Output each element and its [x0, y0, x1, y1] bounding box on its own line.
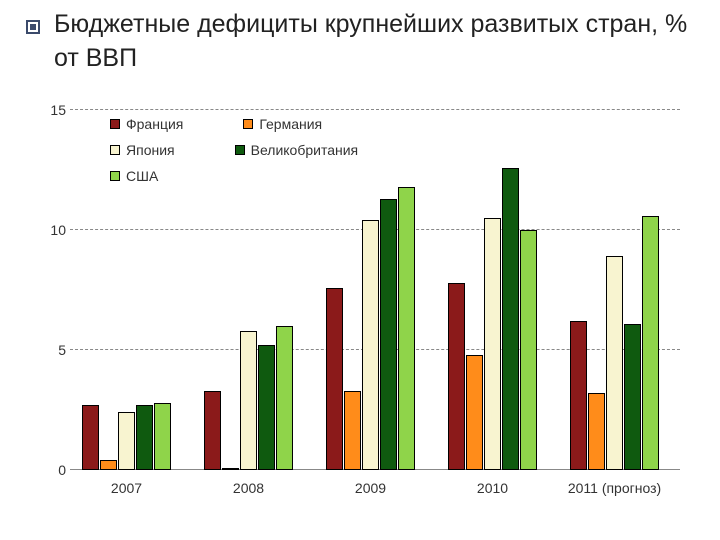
bar	[204, 391, 221, 470]
legend-label: Германия	[259, 116, 322, 132]
y-tick-label: 15	[42, 102, 66, 118]
page-title: Бюджетные дефициты крупнейших развитых с…	[54, 8, 700, 76]
bar	[570, 321, 587, 470]
bar	[240, 331, 257, 470]
legend-item: Франция	[110, 116, 183, 132]
bar	[344, 391, 361, 470]
deficit-chart: 05101520072008200920102011 (прогноз)Фран…	[40, 110, 690, 510]
bar	[136, 405, 153, 470]
legend-swatch	[110, 171, 120, 181]
bar	[466, 355, 483, 470]
legend-swatch	[235, 145, 245, 155]
legend-item: Япония	[110, 142, 175, 158]
x-tick-label: 2011 (прогноз)	[568, 480, 661, 496]
bar	[362, 220, 379, 470]
y-tick-label: 10	[42, 222, 66, 238]
bar	[398, 187, 415, 470]
legend-item: Великобритания	[235, 142, 359, 158]
bar	[502, 168, 519, 470]
bar-group: 2011 (прогноз)	[570, 110, 659, 470]
bar-group: 2010	[448, 110, 537, 470]
bar	[276, 326, 293, 470]
plot-area: 05101520072008200920102011 (прогноз)Фран…	[70, 110, 680, 470]
legend-item: Германия	[243, 116, 322, 132]
bar	[520, 230, 537, 470]
legend-label: Великобритания	[251, 142, 359, 158]
title-bullet	[26, 20, 40, 34]
legend-label: Япония	[126, 142, 175, 158]
bar	[484, 218, 501, 470]
bar	[326, 288, 343, 470]
x-tick-label: 2010	[477, 480, 508, 496]
legend: Франция Германия Япония Великобритания США	[110, 116, 358, 194]
bar	[154, 403, 171, 470]
bar	[642, 216, 659, 470]
legend-swatch	[110, 145, 120, 155]
bar	[100, 460, 117, 470]
x-tick-label: 2008	[233, 480, 264, 496]
legend-label: Франция	[126, 116, 183, 132]
legend-item: США	[110, 168, 158, 184]
x-tick-label: 2007	[111, 480, 142, 496]
bar	[606, 256, 623, 470]
bar	[222, 468, 239, 470]
x-tick-label: 2009	[355, 480, 386, 496]
bar	[380, 199, 397, 470]
legend-swatch	[243, 119, 253, 129]
bar	[588, 393, 605, 470]
y-tick-label: 5	[42, 342, 66, 358]
y-tick-label: 0	[42, 462, 66, 478]
bar	[82, 405, 99, 470]
bar	[448, 283, 465, 470]
bar	[258, 345, 275, 470]
bar	[118, 412, 135, 470]
legend-label: США	[126, 168, 158, 184]
legend-swatch	[110, 119, 120, 129]
bar	[624, 324, 641, 470]
